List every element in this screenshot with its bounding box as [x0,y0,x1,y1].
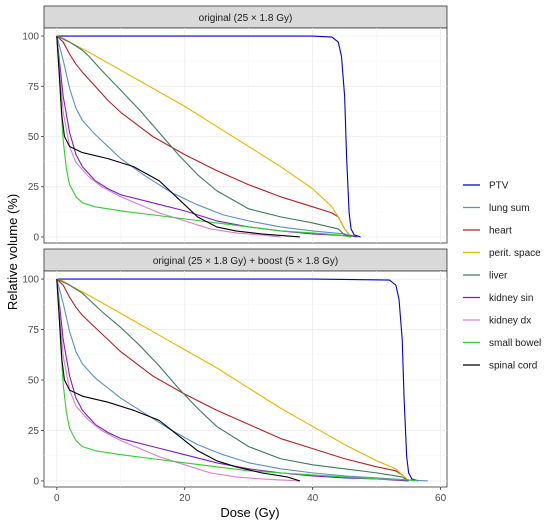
series-lines [56,278,428,482]
legend-item: heart [463,226,512,237]
y-tick-label: 75 [28,82,40,93]
legend-item: liver [463,271,508,282]
legend-item: kidney sin [463,293,533,304]
legend-label: kidney dx [489,316,531,327]
legend-item: small bowel [463,338,541,349]
legend-label: kidney sin [489,293,533,304]
legend-label: small bowel [489,338,541,349]
grid [44,271,447,487]
series-lines [56,35,361,238]
y-tick-label: 100 [22,32,39,43]
series-line-small-bowel [56,35,352,238]
y-tick-label: 0 [33,476,39,487]
legend-label: lung sum [489,203,530,214]
legend: PTV lung sum heart perit. space liver kidney … [463,181,541,372]
series-line-lung-sum [56,35,358,238]
y-axis: 0 25 50 75 100 [22,275,44,487]
series-line-kidney-dx [56,279,300,482]
legend-item: PTV [463,181,509,192]
y-tick-label: 50 [28,132,40,143]
series-line-ptv [56,35,361,238]
legend-item: perit. space [463,248,541,259]
series-line-spinal-cord [56,36,300,238]
series-line-liver [56,278,409,482]
x-tick-label: 60 [435,493,447,504]
legend-label: PTV [489,181,509,192]
y-tick-label: 75 [28,325,40,336]
x-tick-label: 20 [179,493,191,504]
y-tick-label: 100 [22,275,39,286]
x-axis-title: Dose (Gy) [220,505,279,520]
series-line-liver [56,35,352,238]
series-line-ptv [56,278,419,482]
series-line-perit-space [56,35,352,238]
panel-boost: original (25 × 1.8 Gy) + boost (5 × 1.8 … [22,248,448,488]
legend-item: lung sum [463,203,530,214]
y-tick-label: 50 [28,376,40,387]
series-line-perit-space [56,278,409,482]
legend-label: liver [489,271,508,282]
series-line-heart [56,35,352,238]
legend-label: spinal cord [489,361,537,372]
y-tick-label: 25 [28,426,40,437]
x-tick-label: 40 [307,493,319,504]
y-tick-label: 0 [33,232,39,243]
legend-label: perit. space [489,248,541,259]
series-line-kidney-dx [56,35,281,238]
panel-title: original (25 × 1.8 Gy) + boost (5 × 1.8 … [153,256,338,267]
series-line-small-bowel [56,279,416,482]
plot-area [43,270,448,488]
series-line-kidney-sin [56,279,409,482]
panel-original: original (25 × 1.8 Gy) 0 25 50 75 100 [22,5,448,244]
legend-item: kidney dx [463,316,531,327]
y-axis-title: Relative volume (%) [5,194,20,310]
y-axis: 0 25 50 75 100 [22,32,44,243]
legend-item: spinal cord [463,361,537,372]
x-tick-label: 0 [54,493,60,504]
series-line-spinal-cord [56,279,301,482]
panel-title: original (25 × 1.8 Gy) [199,13,293,24]
x-axis: 0 20 40 60 [54,487,447,504]
plot-area [43,27,448,244]
legend-label: heart [489,226,512,237]
y-tick-label: 25 [28,182,40,193]
